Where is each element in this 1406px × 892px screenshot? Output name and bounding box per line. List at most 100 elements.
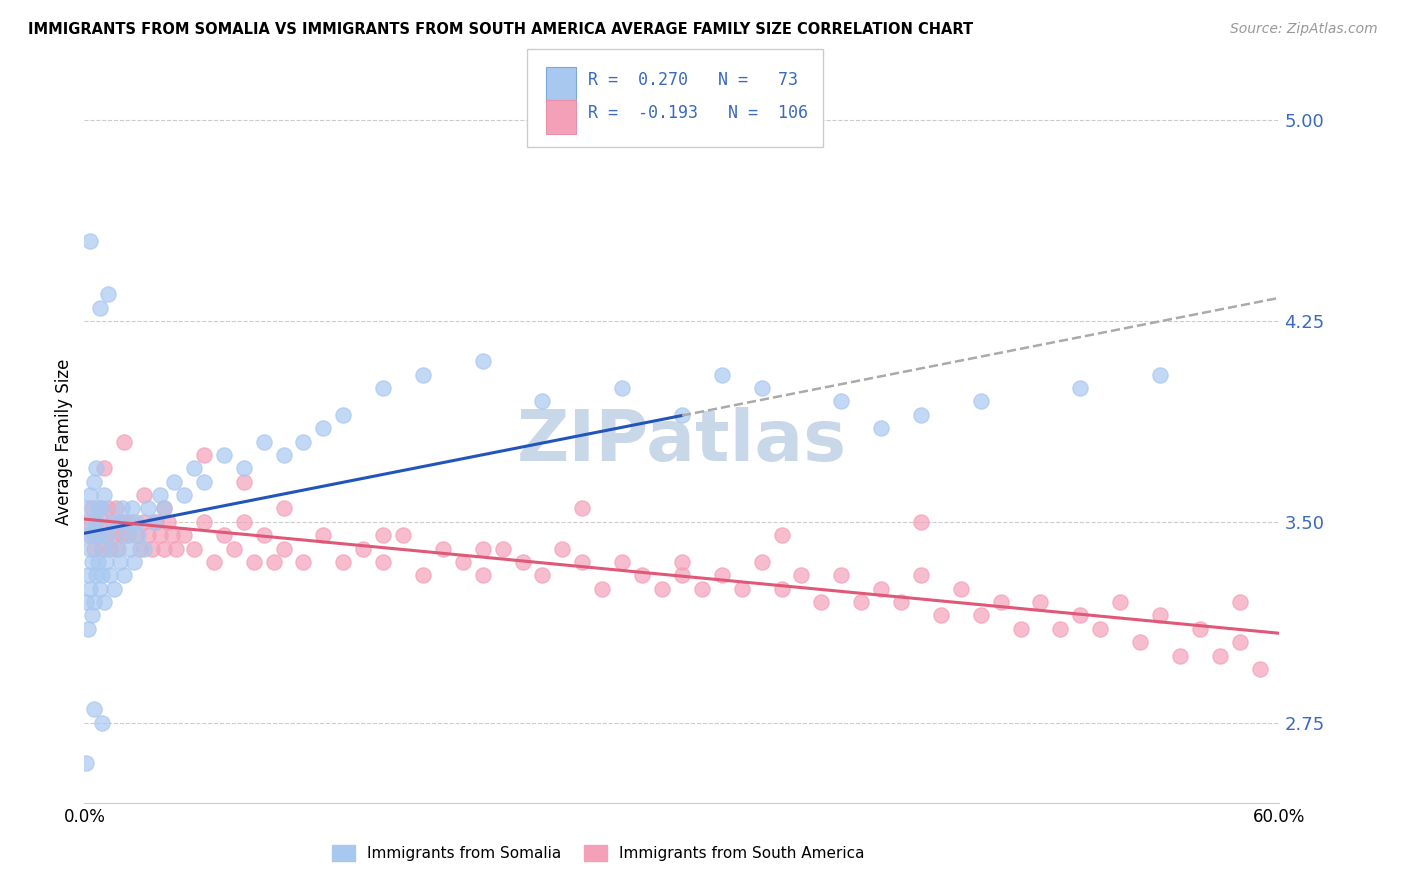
Point [82,501,104,516]
Point [77,501,100,516]
Point [97,287,120,301]
Point [373,555,395,569]
Point [153,501,176,516]
Point [117,528,139,542]
Point [890,595,912,609]
Point [183,461,205,475]
Point [89,501,111,516]
Point [98,568,121,582]
Point [97,528,120,542]
Point [373,381,395,395]
Point [392,528,415,542]
Point [242,555,264,569]
Point [651,582,673,596]
Point [671,408,693,422]
Point [112,568,135,582]
Point [312,528,335,542]
Point [1229,595,1251,609]
Point [93,488,115,502]
Point [412,368,434,382]
Point [98,541,121,556]
Point [471,568,494,582]
Point [332,555,354,569]
Point [631,568,654,582]
Point [830,568,852,582]
Point [273,541,295,556]
Point [1149,608,1171,623]
Point [970,394,993,409]
Point [1129,635,1152,649]
Point [120,541,142,556]
Point [105,541,128,556]
Point [671,555,693,569]
Point [117,515,139,529]
Point [82,555,104,569]
Point [492,541,515,556]
Point [551,541,574,556]
Point [671,568,693,582]
Point [115,528,138,542]
Point [160,528,183,542]
Point [93,515,115,529]
Point [83,595,105,609]
Point [332,408,354,422]
Point [103,528,125,542]
Point [96,528,118,542]
Point [312,421,335,435]
Point [929,608,952,623]
Point [451,555,474,569]
Point [101,515,124,529]
Point [87,555,110,569]
Point [91,541,114,556]
Point [86,515,108,529]
Point [112,434,135,449]
Point [1149,368,1171,382]
Point [253,434,276,449]
Point [910,515,932,529]
Point [910,408,932,422]
Point [571,555,593,569]
Point [136,501,159,516]
Point [89,301,111,315]
Point [105,501,128,516]
Point [352,541,374,556]
Point [91,568,114,582]
Point [1109,595,1132,609]
Point [222,541,245,556]
Point [86,515,108,529]
Point [232,461,254,475]
Point [173,528,195,542]
Point [111,501,134,516]
Point [1209,648,1232,663]
Point [87,528,110,542]
Point [1188,622,1211,636]
Point [89,528,111,542]
Point [512,555,534,569]
Point [79,541,101,556]
Point [531,394,554,409]
Point [83,541,105,556]
Point [149,488,172,502]
Point [79,488,101,502]
Point [83,528,105,542]
Point [163,475,186,489]
Point [149,528,172,542]
Point [125,515,148,529]
Point [471,541,494,556]
Point [77,568,100,582]
Point [571,501,593,516]
Point [193,448,215,462]
Point [1010,622,1032,636]
Point [531,568,554,582]
Point [93,595,115,609]
Point [110,555,132,569]
Point [1069,381,1091,395]
Point [870,421,893,435]
Point [77,515,100,529]
Point [910,568,932,582]
Point [471,354,494,368]
Point [273,448,295,462]
Point [292,434,315,449]
Point [75,756,97,770]
Point [77,622,100,636]
